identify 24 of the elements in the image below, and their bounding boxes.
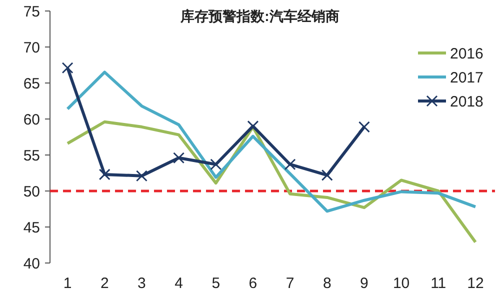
x-tick-label: 1 xyxy=(63,275,72,292)
x-tick-label: 2 xyxy=(100,275,109,292)
legend-label: 2018 xyxy=(450,93,484,110)
y-tick-label: 45 xyxy=(23,219,40,236)
x-tick-label: 11 xyxy=(430,275,446,292)
x-tick-label: 10 xyxy=(392,275,410,292)
y-tick-label: 75 xyxy=(23,3,40,20)
y-tick-label: 70 xyxy=(23,39,40,56)
y-tick-label: 50 xyxy=(23,183,40,200)
x-tick-label: 7 xyxy=(286,275,294,292)
y-tick-label: 40 xyxy=(23,255,40,272)
x-tick-label: 4 xyxy=(174,275,183,292)
y-tick-label: 65 xyxy=(23,75,40,92)
y-tick-label: 55 xyxy=(23,147,40,164)
legend-label: 2017 xyxy=(450,69,484,86)
x-tick-label: 3 xyxy=(138,275,146,292)
chart-title: 库存预警指数:汽车经销商 xyxy=(180,8,340,24)
legend-label: 2016 xyxy=(450,45,484,62)
y-tick-label: 60 xyxy=(23,111,40,128)
x-tick-label: 5 xyxy=(212,275,220,292)
x-tick-label: 6 xyxy=(248,275,258,292)
x-tick-label: 12 xyxy=(467,275,484,292)
x-tick-label: 8 xyxy=(322,275,332,292)
x-tick-label: 9 xyxy=(360,275,368,292)
